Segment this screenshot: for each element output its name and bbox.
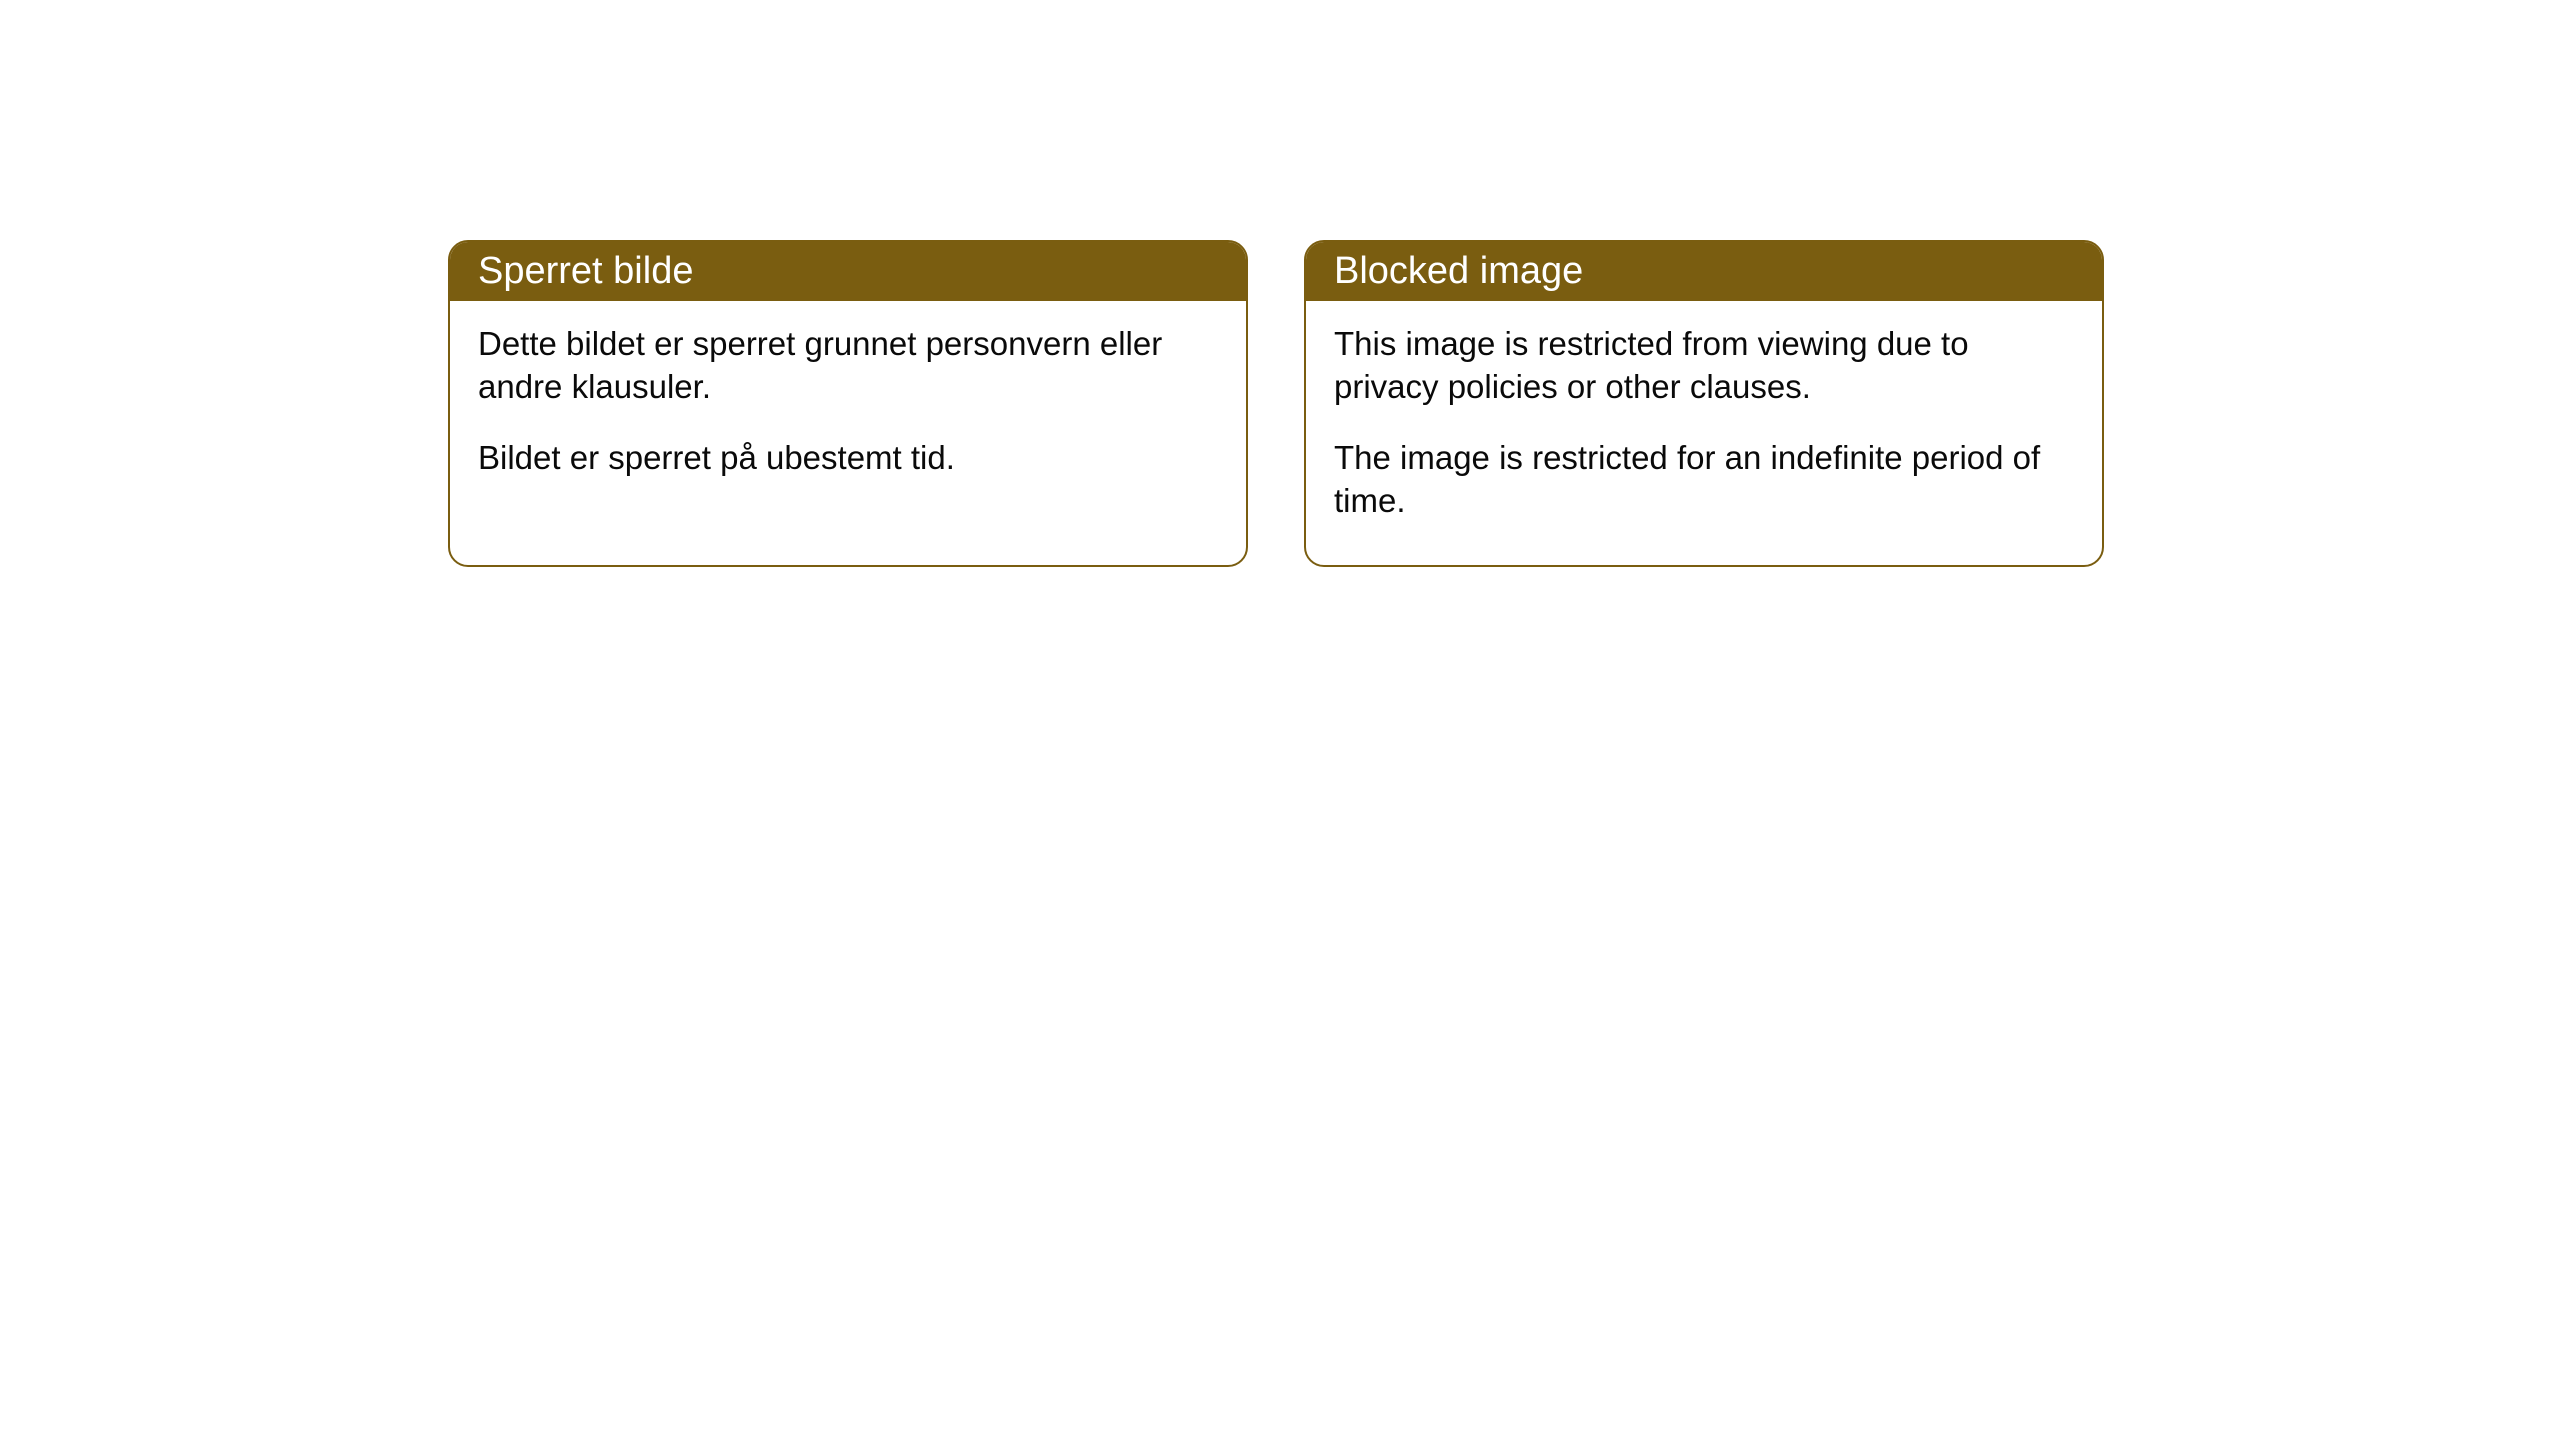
card-paragraph: This image is restricted from viewing du… (1334, 323, 2074, 409)
card-header: Blocked image (1306, 242, 2102, 301)
card-paragraph: Bildet er sperret på ubestemt tid. (478, 437, 1218, 480)
card-title: Sperret bilde (478, 250, 693, 292)
notice-card-english: Blocked image This image is restricted f… (1304, 240, 2104, 567)
card-title: Blocked image (1334, 250, 1583, 292)
card-header: Sperret bilde (450, 242, 1246, 301)
notice-card-norwegian: Sperret bilde Dette bildet er sperret gr… (448, 240, 1248, 567)
card-body: This image is restricted from viewing du… (1306, 301, 2102, 565)
card-paragraph: The image is restricted for an indefinit… (1334, 437, 2074, 523)
card-body: Dette bildet er sperret grunnet personve… (450, 301, 1246, 522)
card-paragraph: Dette bildet er sperret grunnet personve… (478, 323, 1218, 409)
notice-cards-container: Sperret bilde Dette bildet er sperret gr… (448, 240, 2560, 567)
